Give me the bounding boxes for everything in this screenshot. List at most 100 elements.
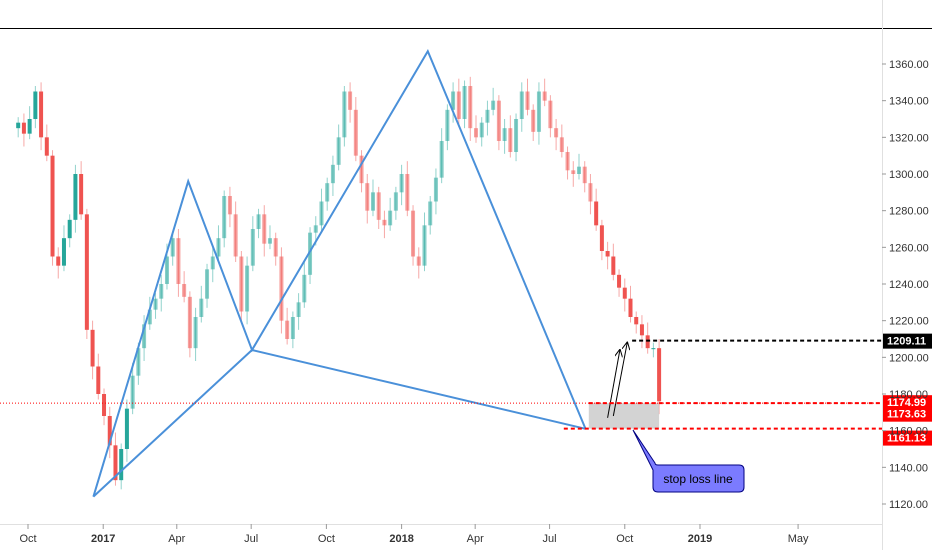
candle-body <box>233 214 238 257</box>
candle-body <box>330 164 335 184</box>
candle-body <box>376 192 381 220</box>
candles-layer <box>16 76 662 490</box>
candle-body <box>61 238 66 266</box>
time-axis[interactable]: Oct 2017 Apr Jul Oct 2018 Apr Jul Oct 2019 May <box>19 524 809 545</box>
candle-body <box>542 91 547 101</box>
y-tick-label: 1180.00 <box>889 389 928 401</box>
candle-body <box>279 256 284 321</box>
candle-body <box>187 296 192 349</box>
candle-body <box>296 302 301 317</box>
y-tick-label: 1140.00 <box>889 462 928 474</box>
y-tick-label: 1340.00 <box>889 96 929 108</box>
candle-body <box>388 210 393 226</box>
x-tick-label: Oct <box>616 533 633 545</box>
candle-body <box>582 166 587 184</box>
candle-body <box>433 177 438 202</box>
candle-body <box>634 317 639 325</box>
candle-body <box>405 174 410 211</box>
callout-text: stop loss line <box>663 472 733 486</box>
candle-body <box>33 91 38 119</box>
candle-body <box>102 394 107 416</box>
candle-body <box>199 298 204 317</box>
candle-body <box>142 324 147 349</box>
current-price-label: 1173.63 <box>887 409 926 421</box>
y-tick-label: 1160.00 <box>889 426 928 438</box>
candle-body <box>21 122 26 134</box>
candle-body <box>245 265 250 312</box>
candle-body <box>227 196 232 215</box>
y-tick-label: 1260.00 <box>889 242 929 254</box>
candle-body <box>130 375 135 409</box>
x-tick-label: Oct <box>19 533 36 545</box>
projection-arrow <box>607 350 620 418</box>
stop-price-label: 1161.13 <box>887 433 926 445</box>
candle-body <box>353 109 358 156</box>
candle-body <box>594 201 599 226</box>
trade-zone-layer <box>588 343 660 429</box>
candle-body <box>39 91 44 138</box>
candle-body <box>657 348 662 402</box>
candle-body <box>531 109 536 132</box>
candle-body <box>325 183 330 202</box>
current-price-label-bg <box>883 406 932 422</box>
x-tick-label: Apr <box>168 533 185 545</box>
candle-body <box>67 219 72 239</box>
y-tick-label: 1220.00 <box>889 316 929 328</box>
x-tick-label: Oct <box>318 533 335 545</box>
candle-body <box>571 170 576 174</box>
candle-body <box>382 219 387 226</box>
entry-price-label: 1174.99 <box>887 397 926 409</box>
entry-price-label-bg <box>883 395 932 411</box>
target-price-label: 1209.11 <box>887 336 926 348</box>
candle-body <box>290 317 295 339</box>
x-tick-label: 2019 <box>688 533 712 545</box>
candle-body <box>525 91 530 110</box>
candle-body <box>216 238 221 257</box>
candle-body <box>27 119 32 134</box>
candle-body <box>210 256 215 270</box>
candle-body <box>308 232 313 275</box>
candle-body <box>639 324 644 336</box>
candle-body <box>605 251 610 257</box>
candle-body <box>514 119 519 152</box>
candle-body <box>576 166 581 174</box>
candle-body <box>439 141 444 178</box>
candle-body <box>370 192 375 211</box>
candle-body <box>119 449 124 481</box>
candle-body <box>176 238 181 284</box>
candle-body <box>90 329 95 367</box>
pattern-bd-line <box>251 349 586 430</box>
candle-body <box>336 137 341 165</box>
candle-body <box>222 196 227 239</box>
candle-body <box>422 225 427 266</box>
y-tick-label: 1240.00 <box>889 279 929 291</box>
y-tick-label: 1320.00 <box>889 132 929 144</box>
candle-body <box>456 91 461 119</box>
candle-body <box>348 91 353 110</box>
candle-body <box>628 298 633 317</box>
candle-body <box>428 201 433 226</box>
candle-body <box>256 214 261 229</box>
y-tick-label: 1280.00 <box>889 206 929 218</box>
candle-body <box>611 256 616 275</box>
candle-body <box>468 86 473 129</box>
x-tick-label: 2017 <box>91 533 115 545</box>
entry-zone-box <box>588 403 660 429</box>
candle-body <box>519 91 524 119</box>
candle-body <box>508 128 513 152</box>
price-axis[interactable]: 1120.00 1140.00 1160.00 1180.00 1200.00 1220.… <box>882 59 929 511</box>
candle-body <box>302 274 307 303</box>
candle-body <box>79 174 84 215</box>
y-tick-label: 1300.00 <box>889 169 929 181</box>
candle-body <box>393 192 398 211</box>
projection-arrow <box>612 343 627 417</box>
candle-body <box>416 256 421 266</box>
candle-body <box>502 128 507 141</box>
candle-body <box>473 128 478 138</box>
candle-body <box>617 274 622 288</box>
candle-body <box>170 238 175 257</box>
candle-body <box>44 137 49 156</box>
candle-body <box>153 298 158 310</box>
